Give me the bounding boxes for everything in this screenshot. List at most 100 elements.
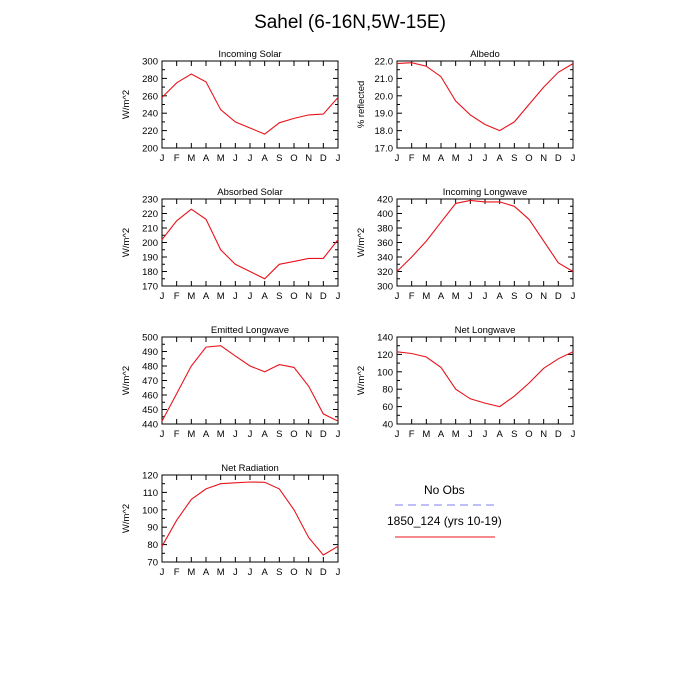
y-tick-label: 22.0	[375, 57, 394, 68]
y-axis-label: W/m^2	[356, 228, 367, 257]
x-tick-label: J	[248, 153, 253, 164]
x-tick-label: D	[555, 429, 562, 440]
x-tick-label: N	[540, 291, 547, 302]
series-line	[161, 208, 339, 280]
y-tick-label: 70	[147, 558, 158, 569]
x-tick-label: M	[217, 291, 225, 302]
y-axis-label: W/m^2	[121, 366, 132, 395]
y-tick-label: 460	[142, 391, 158, 402]
y-axis-label: W/m^2	[121, 90, 132, 119]
x-tick-label: A	[261, 429, 268, 440]
chart-title: Net Longwave	[455, 325, 516, 336]
x-tick-label: J	[160, 153, 165, 164]
x-tick-label: J	[160, 429, 165, 440]
x-tick-label: M	[217, 153, 225, 164]
x-tick-label: J	[571, 291, 576, 302]
plot-frame	[396, 60, 574, 149]
y-tick-label: 90	[147, 523, 158, 534]
y-tick-label: 18.0	[375, 126, 394, 137]
legend-label-model-run: 1850_124 (yrs 10-19)	[387, 514, 502, 528]
x-tick-label: A	[261, 567, 268, 578]
y-tick-label: 440	[142, 420, 158, 431]
y-tick-label: 100	[377, 367, 393, 378]
x-tick-label: F	[174, 291, 180, 302]
y-tick-label: 500	[142, 333, 158, 344]
x-tick-label: M	[217, 567, 225, 578]
x-tick-label: O	[525, 429, 532, 440]
y-tick-label: 300	[142, 57, 158, 68]
x-tick-label: J	[233, 567, 238, 578]
x-tick-label: J	[483, 429, 488, 440]
x-tick-label: F	[174, 567, 180, 578]
chart-title: Albedo	[470, 49, 500, 60]
y-tick-label: 230	[142, 195, 158, 206]
x-tick-label: O	[290, 153, 297, 164]
x-tick-label: O	[525, 291, 532, 302]
x-tick-label: J	[395, 291, 400, 302]
x-tick-label: J	[160, 291, 165, 302]
x-tick-label: M	[187, 567, 195, 578]
x-tick-label: O	[290, 429, 297, 440]
series-line	[396, 199, 574, 272]
y-tick-label: 80	[382, 385, 393, 396]
x-tick-label: F	[174, 429, 180, 440]
x-tick-label: J	[468, 429, 473, 440]
x-tick-label: S	[276, 153, 282, 164]
x-tick-label: O	[290, 291, 297, 302]
plot-frame	[161, 474, 339, 563]
y-tick-label: 340	[377, 253, 393, 264]
y-tick-label: 110	[143, 488, 158, 499]
x-tick-label: S	[511, 429, 517, 440]
x-tick-label: M	[452, 153, 460, 164]
chart-panel: Incoming Longwave W/m^2 300 320 340 360 380 400…	[356, 187, 576, 302]
x-tick-label: D	[320, 567, 327, 578]
x-tick-label: N	[305, 291, 312, 302]
y-axis-label: W/m^2	[356, 366, 367, 395]
y-tick-label: 260	[142, 91, 158, 102]
x-tick-label: D	[555, 291, 562, 302]
y-tick-label: 450	[142, 405, 158, 416]
x-tick-label: M	[422, 429, 430, 440]
x-tick-label: N	[305, 429, 312, 440]
x-tick-label: S	[276, 429, 282, 440]
y-tick-label: 120	[142, 471, 158, 482]
x-tick-label: J	[160, 567, 165, 578]
y-tick-label: 470	[142, 376, 158, 387]
x-tick-label: J	[233, 429, 238, 440]
x-tick-label: S	[511, 291, 517, 302]
chart-panel: Emitted Longwave W/m^2 440 450 460 470 480 490 5…	[121, 325, 341, 440]
y-tick-label: 220	[142, 209, 158, 220]
x-tick-label: J	[248, 291, 253, 302]
y-tick-label: 380	[377, 224, 393, 235]
x-tick-label: A	[261, 291, 268, 302]
x-tick-label: D	[555, 153, 562, 164]
x-tick-label: J	[233, 153, 238, 164]
y-tick-label: 19.0	[375, 109, 394, 120]
y-tick-label: 200	[142, 144, 158, 155]
x-tick-label: N	[305, 567, 312, 578]
x-tick-label: M	[452, 291, 460, 302]
series-line	[396, 351, 574, 408]
x-tick-label: S	[511, 153, 517, 164]
y-tick-label: 360	[377, 238, 393, 249]
x-tick-label: A	[203, 567, 210, 578]
series-line	[396, 62, 574, 132]
x-tick-label: A	[496, 429, 503, 440]
chart-title: Absorbed Solar	[217, 187, 282, 198]
x-tick-label: A	[496, 153, 503, 164]
y-tick-label: 80	[147, 540, 158, 551]
y-tick-label: 280	[142, 74, 158, 85]
x-tick-label: A	[438, 153, 445, 164]
x-tick-label: N	[540, 153, 547, 164]
y-tick-label: 320	[377, 267, 393, 278]
y-tick-label: 490	[142, 347, 158, 358]
y-tick-label: 40	[382, 420, 393, 431]
x-tick-label: N	[540, 429, 547, 440]
x-tick-label: D	[320, 429, 327, 440]
x-tick-label: J	[483, 153, 488, 164]
y-axis-label: W/m^2	[121, 228, 132, 257]
x-tick-label: J	[468, 291, 473, 302]
y-tick-label: 240	[142, 109, 158, 120]
